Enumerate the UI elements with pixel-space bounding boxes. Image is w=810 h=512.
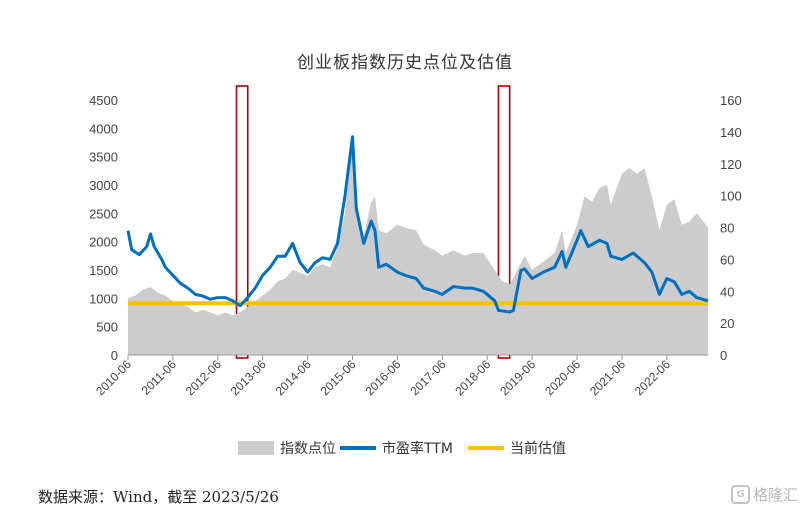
x-tick-label: 2015-06 — [318, 357, 359, 398]
x-tick-label: 2022-06 — [632, 357, 673, 398]
highlight-box-2 — [497, 85, 511, 359]
source-note: 数据来源：Wind，截至 2023/5/26 — [38, 488, 279, 506]
y-left-tick-label: 4000 — [89, 121, 118, 136]
y-right-tick-label: 0 — [720, 348, 727, 363]
y-right-tick-label: 40 — [720, 284, 734, 299]
y-left-tick-label: 1000 — [89, 291, 118, 306]
y-right-tick-label: 160 — [720, 93, 742, 108]
x-tick-label: 2013-06 — [228, 357, 269, 398]
legend-label: 指数点位 — [280, 441, 336, 457]
pe-ttm-line — [126, 135, 709, 314]
y-right-tick-label: 120 — [720, 157, 742, 172]
y-right-tick-label: 80 — [720, 221, 734, 236]
y-right-tick-label: 140 — [720, 125, 742, 140]
x-tick-label: 2010-06 — [93, 357, 134, 398]
y-left-tick-label: 4500 — [89, 93, 118, 108]
legend-label: 市盈率TTM — [382, 440, 453, 457]
watermark-logo-icon: G — [730, 485, 750, 504]
highlight-box-1 — [235, 85, 249, 359]
x-tick-label: 2011-06 — [139, 357, 180, 398]
x-tick-label: 2021-06 — [587, 357, 628, 398]
y-left-tick-label: 0 — [111, 348, 118, 363]
legend-label: 当前估值 — [510, 440, 566, 457]
y-right-tick-label: 60 — [720, 252, 734, 267]
legend-swatch-index — [238, 441, 274, 455]
y-left-tick-label: 2500 — [89, 206, 118, 221]
y-left-tick-label: 500 — [96, 320, 118, 335]
y-right-tick-label: 20 — [720, 316, 734, 331]
y-left-tick-label: 3500 — [89, 150, 118, 165]
watermark-text: 格隆汇 — [752, 486, 798, 504]
x-tick-label: 2017-06 — [407, 357, 448, 398]
index-area — [128, 131, 708, 355]
x-tick-label: 2019-06 — [497, 357, 538, 398]
x-tick-label: 2012-06 — [183, 357, 224, 398]
y-left-tick-label: 1500 — [89, 263, 118, 278]
x-tick-label: 2014-06 — [273, 357, 314, 398]
y-left-tick-label: 3000 — [89, 178, 118, 193]
chart-title: 创业板指数历史点位及估值 — [297, 53, 513, 73]
x-tick-label: 2018-06 — [452, 357, 493, 398]
watermark: G 格隆汇 — [730, 484, 798, 505]
x-tick-label: 2016-06 — [362, 357, 403, 398]
y-left-tick-label: 2000 — [89, 235, 118, 250]
x-tick-label: 2020-06 — [542, 357, 583, 398]
y-right-tick-label: 100 — [720, 189, 742, 204]
